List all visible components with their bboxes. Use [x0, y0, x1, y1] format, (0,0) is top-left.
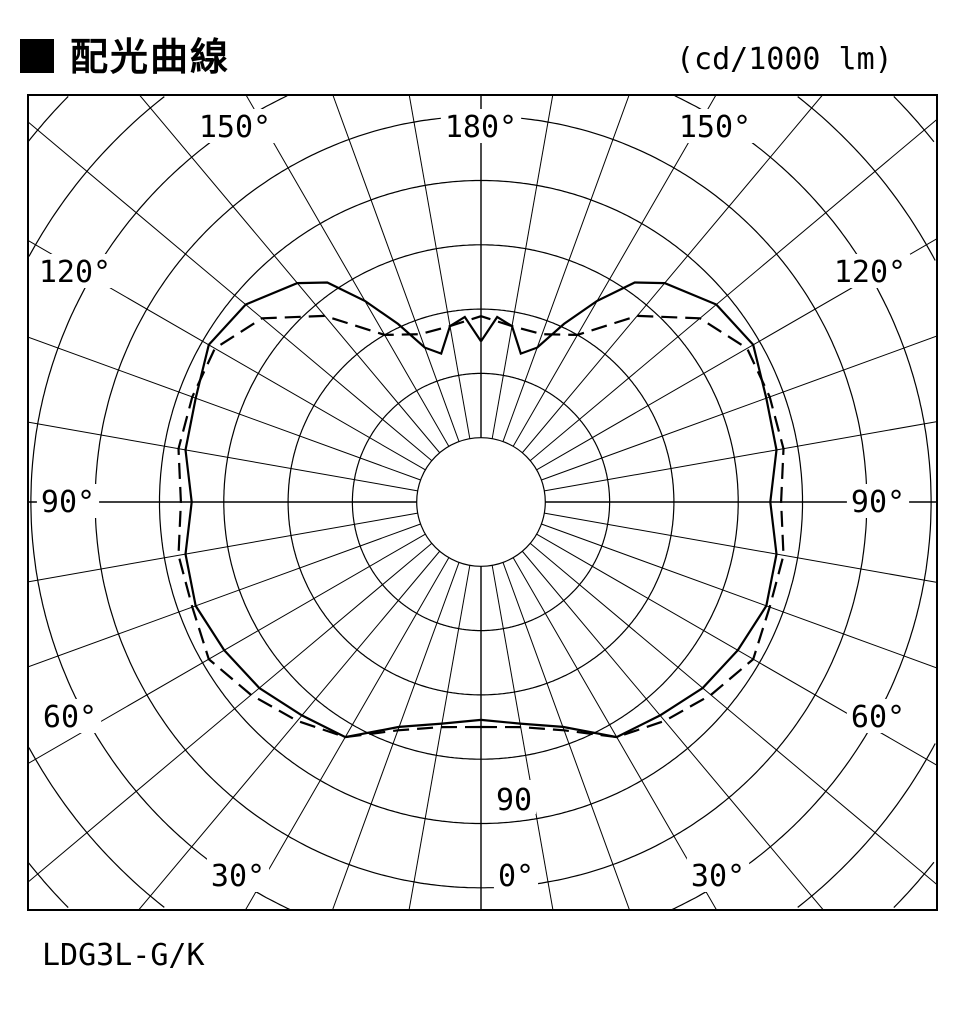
grid-spoke [28, 523, 421, 668]
angle-label-bg [829, 254, 911, 288]
grid-ring [28, 861, 69, 909]
angle-label: 60° [851, 700, 905, 735]
angle-label-bg [38, 699, 102, 733]
angle-label: 150° [199, 110, 271, 145]
grid-spoke [521, 95, 823, 454]
angle-label-bg [440, 109, 522, 143]
grid-spoke [512, 557, 717, 910]
title-text: 配光曲線 [70, 35, 231, 79]
grid-spoke [245, 95, 450, 447]
chart-title: 配光曲線 [20, 26, 230, 81]
angle-label: 120° [834, 255, 906, 290]
grid-spoke [28, 121, 433, 462]
grid-spoke [28, 512, 418, 583]
dashed-curve-right [480, 314, 785, 739]
grid-spoke [245, 557, 450, 910]
grid-spoke [521, 550, 824, 910]
grid-ring [28, 95, 69, 143]
grid-spoke [138, 550, 441, 910]
angle-label-bg [36, 484, 100, 518]
solid-curve-left [184, 281, 482, 739]
angle-label-bg [846, 484, 910, 518]
grid-spoke [332, 95, 460, 442]
angle-label: 90° [851, 485, 905, 520]
grid-spoke [28, 421, 418, 492]
grid-spoke [28, 336, 421, 481]
grid-spoke [529, 542, 937, 886]
grid-spoke [332, 562, 460, 910]
unit-label: (cd/1000 lm) [676, 42, 893, 77]
angle-label: 0° [498, 859, 534, 894]
grid-spoke [139, 95, 441, 454]
angle-label-bg [686, 858, 750, 892]
solid-curve-right [480, 281, 778, 739]
angle-label: 120° [39, 255, 111, 290]
model-name: LDG3L-G/K [42, 938, 205, 973]
grid-ring [30, 95, 292, 910]
angle-label-bg [194, 109, 276, 143]
grid-spoke [491, 95, 554, 439]
inner-circle [416, 437, 546, 567]
angle-label-bg [34, 254, 116, 288]
angle-label: 30° [211, 859, 265, 894]
dashed-curve-left [177, 314, 482, 739]
angle-label-bg [674, 109, 756, 143]
angle-label: 60° [43, 700, 97, 735]
grid-spoke [408, 95, 471, 439]
grid-ring [28, 747, 165, 908]
angle-label-bg [206, 858, 270, 892]
grid-spoke [544, 512, 937, 583]
grid-spoke [541, 335, 937, 481]
angle-label-bg [846, 699, 910, 733]
grid-spoke [541, 523, 937, 669]
grid-spoke [544, 421, 937, 492]
grid-spoke [529, 118, 937, 462]
grid-ring [893, 95, 935, 143]
grid-spoke [502, 562, 630, 910]
radial-label-bg [492, 780, 536, 814]
angle-label-bg [493, 858, 539, 892]
grid-ring [893, 861, 935, 909]
chart-frame [27, 94, 938, 911]
grid-spoke [408, 565, 471, 910]
angle-label: 30° [691, 859, 745, 894]
angle-label: 150° [679, 110, 751, 145]
grid-spoke [512, 95, 717, 447]
grid-spoke [28, 542, 433, 883]
square-bullet-icon [20, 39, 54, 73]
grid-spoke [491, 565, 554, 910]
grid-ring [28, 96, 165, 257]
angle-label: 180° [445, 110, 517, 145]
radial-scale-label: 90 [496, 783, 532, 818]
grid-spoke [502, 95, 630, 442]
grid-ring [670, 95, 932, 910]
angle-label: 90° [41, 485, 95, 520]
